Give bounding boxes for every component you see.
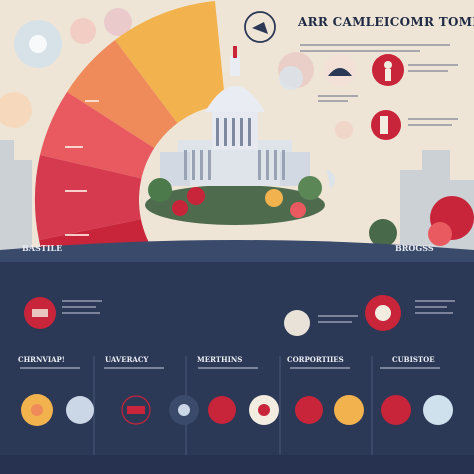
left-side-label: BASTILE: [22, 243, 63, 253]
scales-icon: [284, 310, 310, 336]
bottom-panel: [0, 250, 474, 474]
logo-icon: [244, 11, 276, 43]
right-side-label: BROGSS: [395, 243, 434, 253]
bottom-icon-row: [21, 394, 453, 426]
bubble-3: [0, 92, 32, 128]
section-label-2: UAVERACY: [105, 355, 149, 364]
section-label-5: CUBISTOE: [392, 355, 435, 364]
capitol-building-illustration: [145, 46, 325, 225]
section-label-4: CORPORTIIES: [287, 355, 344, 364]
bubble-2: [70, 18, 96, 44]
section-label-3: MERTHINS: [197, 355, 243, 364]
page-title: ARR CAMLEICOMR TOMPF: [298, 15, 474, 29]
section-label-1: CHRNVIAP!: [18, 355, 65, 364]
